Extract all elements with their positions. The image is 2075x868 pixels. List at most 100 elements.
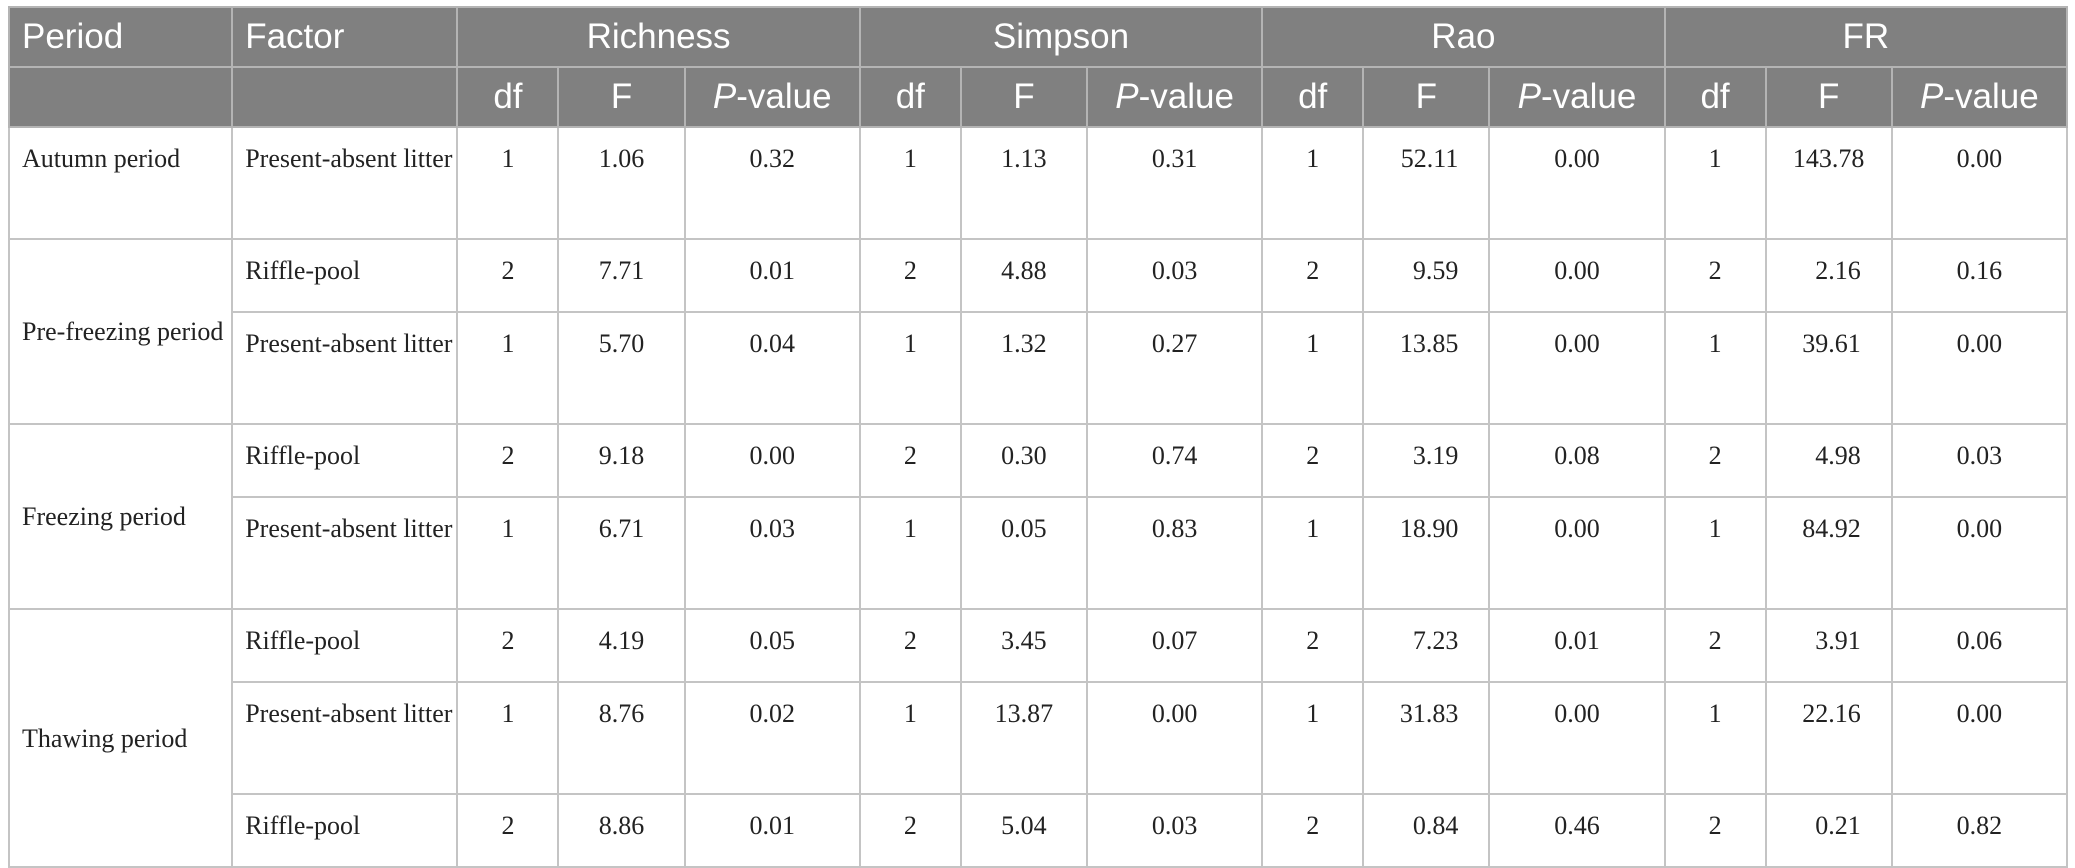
richness-df: 1: [456, 311, 560, 425]
rao-df: 1: [1261, 126, 1365, 240]
richness-f: 6.71: [557, 496, 686, 610]
richness-f: 7.71: [557, 238, 686, 313]
table-row: Freezing period Riffle-pool 2 9.18 0.00 …: [7, 423, 2069, 610]
period-cell: Autumn period: [7, 126, 234, 240]
rao-f: 0.84: [1362, 793, 1491, 868]
simpson-df: 1: [858, 496, 962, 610]
fr-df: 2: [1663, 793, 1767, 868]
table-row: Present-absent litter 1 5.70 0.04 1 1.32…: [9, 311, 2069, 425]
simpson-p: 0.03: [1085, 793, 1264, 868]
simpson-f: 13.87: [959, 681, 1088, 795]
fr-f: 3.91: [1764, 608, 1893, 683]
rao-p: 0.08: [1488, 423, 1666, 498]
simpson-p: 0.07: [1085, 608, 1264, 683]
fr-p: 0.03: [1890, 423, 2069, 498]
rao-f: 7.23: [1362, 608, 1491, 683]
richness-p: 0.01: [683, 793, 861, 868]
header-period: Period: [7, 6, 234, 68]
header-simpson: Simpson: [858, 6, 1264, 68]
fr-f: 39.61: [1764, 311, 1893, 425]
rao-f: 18.90: [1362, 496, 1491, 610]
rao-f: 31.83: [1362, 681, 1491, 795]
header-factor: Factor: [231, 6, 459, 68]
fr-p: 0.00: [1890, 681, 2069, 795]
factor-cell: Riffle-pool: [231, 793, 459, 868]
simpson-p: 0.03: [1085, 238, 1264, 313]
header-f: F: [959, 66, 1088, 128]
simpson-f: 0.05: [959, 496, 1088, 610]
factor-cell: Riffle-pool: [231, 238, 459, 313]
simpson-f: 1.13: [959, 126, 1088, 240]
header-richness: Richness: [456, 6, 861, 68]
header-p-value: P-value: [1488, 66, 1666, 128]
factor-cell: Present-absent litter: [231, 681, 459, 795]
richness-p: 0.00: [683, 423, 861, 498]
fr-f: 4.98: [1764, 423, 1893, 498]
simpson-f: 1.32: [959, 311, 1088, 425]
richness-p: 0.03: [683, 496, 861, 610]
rao-df: 1: [1261, 681, 1365, 795]
period-cell: Freezing period: [7, 423, 234, 610]
fr-df: 2: [1663, 238, 1767, 313]
factor-cell: Riffle-pool: [231, 608, 459, 683]
header-df: df: [1261, 66, 1365, 128]
period-cell: Pre-freezing period: [7, 238, 234, 425]
fr-df: 1: [1663, 681, 1767, 795]
rao-f: 52.11: [1362, 126, 1491, 240]
richness-p: 0.02: [683, 681, 861, 795]
rao-p: 0.00: [1488, 311, 1666, 425]
fr-df: 1: [1663, 311, 1767, 425]
simpson-p: 0.31: [1085, 126, 1264, 240]
header-row-stats: df F P-value df F P-value df F P-value d…: [7, 66, 2069, 128]
factor-cell: Present-absent litter: [231, 496, 459, 610]
period-cell: Thawing period: [7, 608, 234, 868]
table-row: Pre-freezing period Riffle-pool 2 7.71 0…: [7, 238, 2069, 425]
richness-df: 1: [456, 496, 560, 610]
fr-f: 2.16: [1764, 238, 1893, 313]
richness-df: 2: [456, 238, 560, 313]
factor-cell: Riffle-pool: [231, 423, 459, 498]
richness-f: 5.70: [557, 311, 686, 425]
rao-f: 3.19: [1362, 423, 1491, 498]
richness-p: 0.04: [683, 311, 861, 425]
rao-df: 1: [1261, 311, 1365, 425]
fr-p: 0.00: [1890, 126, 2069, 240]
table-row: Present-absent litter 1 6.71 0.03 1 0.05…: [9, 496, 2069, 610]
richness-df: 2: [456, 793, 560, 868]
rao-p: 0.00: [1488, 238, 1666, 313]
richness-f: 9.18: [557, 423, 686, 498]
fr-f: 0.21: [1764, 793, 1893, 868]
rao-p: 0.00: [1488, 126, 1666, 240]
header-blank-period: [7, 66, 234, 128]
header-df: df: [1663, 66, 1767, 128]
rao-f: 9.59: [1362, 238, 1491, 313]
fr-p: 0.00: [1890, 311, 2069, 425]
richness-f: 1.06: [557, 126, 686, 240]
table-row: Autumn period Present-absent litter 1 1.…: [7, 126, 2069, 240]
simpson-p: 0.83: [1085, 496, 1264, 610]
header-f: F: [1362, 66, 1491, 128]
fr-df: 2: [1663, 608, 1767, 683]
richness-f: 8.76: [557, 681, 686, 795]
richness-p: 0.01: [683, 238, 861, 313]
fr-df: 1: [1663, 496, 1767, 610]
table-row: Thawing period Riffle-pool 2 4.19 0.05 2…: [7, 608, 2069, 868]
fr-df: 1: [1663, 126, 1767, 240]
richness-f: 8.86: [557, 793, 686, 868]
rao-df: 2: [1261, 238, 1365, 313]
header-p-value: P-value: [683, 66, 861, 128]
header-row-groups: Period Factor Richness Simpson Rao FR: [7, 6, 2069, 68]
rao-p: 0.00: [1488, 496, 1666, 610]
header-f: F: [557, 66, 686, 128]
header-p-value: P-value: [1890, 66, 2069, 128]
rao-df: 2: [1261, 608, 1365, 683]
richness-p: 0.32: [683, 126, 861, 240]
richness-df: 1: [456, 126, 560, 240]
rao-df: 2: [1261, 423, 1365, 498]
simpson-p: 0.74: [1085, 423, 1264, 498]
simpson-df: 1: [858, 311, 962, 425]
anova-table-container: Period Factor Richness Simpson Rao FR df…: [7, 6, 2069, 868]
anova-table: Period Factor Richness Simpson Rao FR df…: [7, 6, 2069, 868]
header-df: df: [858, 66, 962, 128]
simpson-f: 4.88: [959, 238, 1088, 313]
